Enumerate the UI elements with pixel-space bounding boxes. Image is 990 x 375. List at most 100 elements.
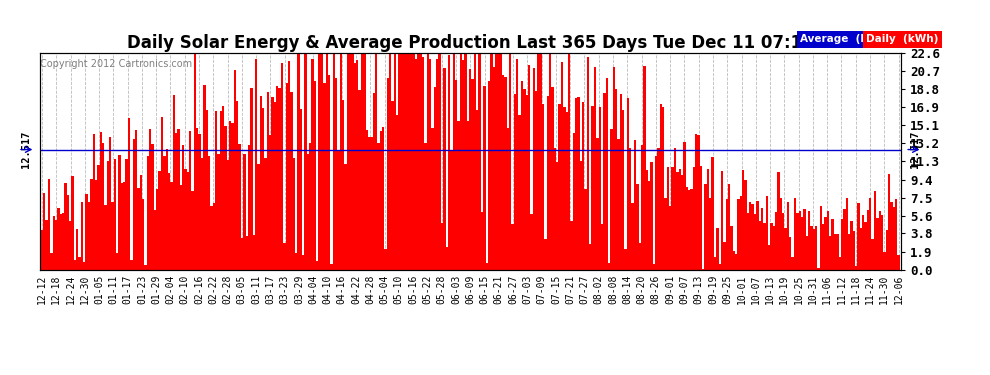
Bar xyxy=(733,251,735,270)
Bar xyxy=(822,224,825,270)
Bar xyxy=(244,154,246,270)
Bar xyxy=(818,268,820,270)
Bar xyxy=(702,269,705,270)
Bar xyxy=(394,54,396,270)
Bar xyxy=(662,106,664,270)
Bar xyxy=(403,54,406,270)
Bar xyxy=(775,212,777,270)
Bar xyxy=(255,59,257,270)
Bar xyxy=(599,107,601,270)
Bar xyxy=(610,129,613,270)
Bar xyxy=(803,209,806,270)
Bar xyxy=(666,167,669,270)
Bar xyxy=(553,148,556,270)
Bar xyxy=(618,139,620,270)
Bar xyxy=(753,214,756,270)
Bar xyxy=(531,214,533,270)
Bar xyxy=(526,95,528,270)
Bar xyxy=(274,102,276,270)
Bar xyxy=(198,134,201,270)
Bar xyxy=(852,231,855,270)
Bar xyxy=(731,226,733,270)
Bar xyxy=(876,217,878,270)
Bar xyxy=(76,229,78,270)
Bar xyxy=(54,220,57,270)
Bar xyxy=(777,172,780,270)
Bar xyxy=(66,195,69,270)
Bar xyxy=(160,117,163,270)
Bar xyxy=(608,263,610,270)
Bar xyxy=(97,165,100,270)
Bar xyxy=(111,202,114,270)
Bar xyxy=(652,264,655,270)
Bar xyxy=(758,221,761,270)
Bar xyxy=(135,130,138,270)
Bar xyxy=(73,260,76,270)
Bar xyxy=(377,143,379,270)
Bar xyxy=(220,111,222,270)
Bar xyxy=(182,144,184,270)
Bar xyxy=(262,108,264,270)
Bar xyxy=(839,257,841,270)
Bar xyxy=(309,142,312,270)
Bar xyxy=(444,68,446,270)
Title: Daily Solar Energy & Average Production Last 365 Days Tue Dec 11 07:15: Daily Solar Energy & Average Production … xyxy=(127,34,814,53)
Bar xyxy=(625,249,627,270)
Bar xyxy=(546,96,549,270)
Bar xyxy=(841,219,843,270)
Bar xyxy=(116,254,119,270)
Bar xyxy=(850,220,852,270)
Bar xyxy=(746,213,749,270)
Bar xyxy=(239,144,241,270)
Bar xyxy=(878,211,881,270)
Bar xyxy=(641,145,644,270)
Bar xyxy=(46,220,48,270)
Bar xyxy=(206,110,208,270)
Bar xyxy=(314,81,316,270)
Bar xyxy=(142,199,145,270)
Bar xyxy=(568,54,570,270)
Bar xyxy=(208,156,210,270)
Bar xyxy=(864,222,867,270)
Bar xyxy=(558,104,561,270)
Bar xyxy=(384,249,387,270)
Bar xyxy=(632,203,634,270)
Bar xyxy=(102,142,104,270)
Bar xyxy=(437,59,439,270)
Bar xyxy=(512,225,514,270)
Bar xyxy=(257,164,259,270)
Bar xyxy=(50,253,52,270)
Bar xyxy=(634,140,637,270)
Bar xyxy=(175,133,177,270)
Bar xyxy=(772,226,775,270)
Bar xyxy=(644,66,645,270)
Bar xyxy=(768,244,770,270)
Bar xyxy=(469,69,471,270)
Bar xyxy=(580,160,582,270)
Bar xyxy=(85,194,88,270)
Bar xyxy=(561,62,563,270)
Bar xyxy=(481,212,483,270)
Bar xyxy=(716,228,719,270)
Bar xyxy=(288,61,290,270)
Bar xyxy=(780,198,782,270)
Bar xyxy=(227,160,229,270)
Bar xyxy=(391,101,394,270)
Bar xyxy=(44,193,46,270)
Bar xyxy=(128,118,131,270)
Bar xyxy=(427,54,429,270)
Bar xyxy=(763,223,765,270)
Bar xyxy=(88,202,90,270)
Bar xyxy=(293,158,295,270)
Bar xyxy=(664,198,666,270)
Bar xyxy=(601,224,603,270)
Bar xyxy=(890,202,893,270)
Bar xyxy=(806,236,808,270)
Text: Copyright 2012 Cartronics.com: Copyright 2012 Cartronics.com xyxy=(41,59,193,69)
Bar xyxy=(478,54,481,270)
Bar xyxy=(582,102,584,270)
Bar xyxy=(48,179,50,270)
Bar xyxy=(830,236,832,270)
Bar xyxy=(700,166,702,270)
Bar xyxy=(187,172,189,270)
